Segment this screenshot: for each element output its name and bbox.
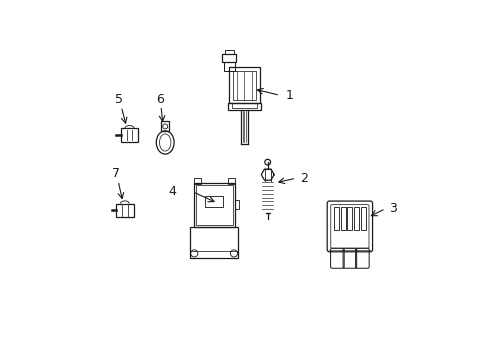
Bar [333, 207, 338, 230]
Text: 3: 3 [388, 202, 396, 215]
Bar [360, 207, 365, 230]
Bar [340, 207, 345, 230]
Bar [224, 62, 234, 71]
Bar [353, 207, 358, 230]
Text: 6: 6 [156, 93, 164, 106]
Text: 7: 7 [112, 167, 120, 180]
Text: 4: 4 [168, 185, 176, 198]
Text: 5: 5 [115, 93, 122, 106]
Bar [193, 183, 234, 227]
Bar [234, 200, 239, 208]
Text: 2: 2 [299, 172, 307, 185]
Bar [227, 103, 261, 110]
Bar [205, 196, 223, 207]
Bar [116, 203, 134, 217]
Bar [229, 67, 259, 103]
Bar [224, 50, 233, 54]
Text: 1: 1 [285, 89, 293, 102]
Bar [232, 71, 256, 100]
Bar [346, 207, 352, 230]
Bar [227, 178, 234, 184]
Bar [195, 185, 232, 225]
Bar [161, 121, 169, 131]
Bar [222, 54, 236, 62]
Bar [190, 227, 238, 258]
Bar [232, 103, 256, 108]
Bar [193, 178, 201, 184]
Bar [121, 128, 138, 142]
